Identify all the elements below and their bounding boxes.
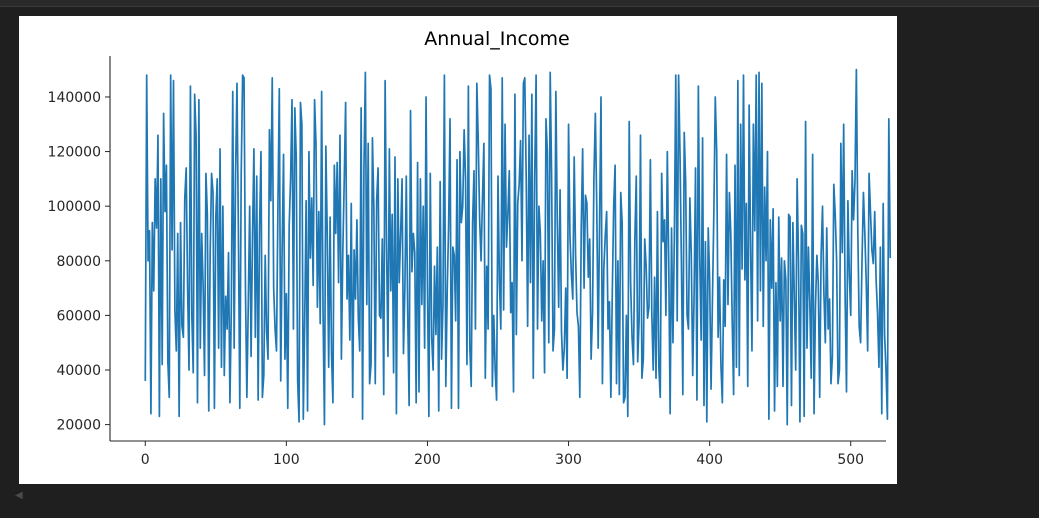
- figure-canvas: Annual_Income 20000 40000 60000 80000 100000…: [19, 16, 897, 484]
- y-tick-label: 120000: [48, 145, 101, 161]
- line-chart: Annual_Income 20000 40000 60000 80000 100000…: [48, 28, 892, 468]
- x-tick-label: 0: [141, 452, 150, 468]
- y-tick-label: 100000: [48, 199, 101, 215]
- y-tick-label: 60000: [56, 308, 101, 324]
- x-tick-label: 300: [555, 452, 582, 468]
- x-axis-ticks: 0 100 200 300 400 500: [141, 441, 864, 468]
- top-toolbar-strip: [0, 0, 1039, 7]
- x-tick-label: 500: [837, 452, 864, 468]
- x-tick-label: 100: [273, 452, 300, 468]
- y-tick-label: 40000: [56, 363, 101, 379]
- x-tick-label: 400: [696, 452, 723, 468]
- y-axis-ticks: 20000 40000 60000 80000 100000 120000 140000: [48, 90, 110, 434]
- y-tick-label: 140000: [48, 90, 101, 106]
- x-tick-label: 200: [414, 452, 441, 468]
- scroll-left-arrow-icon[interactable]: ◀: [15, 490, 23, 501]
- y-tick-label: 20000: [56, 418, 101, 434]
- series-line-annual-income: [144, 68, 892, 426]
- y-tick-label: 80000: [56, 254, 101, 270]
- chart-title: Annual_Income: [424, 28, 569, 50]
